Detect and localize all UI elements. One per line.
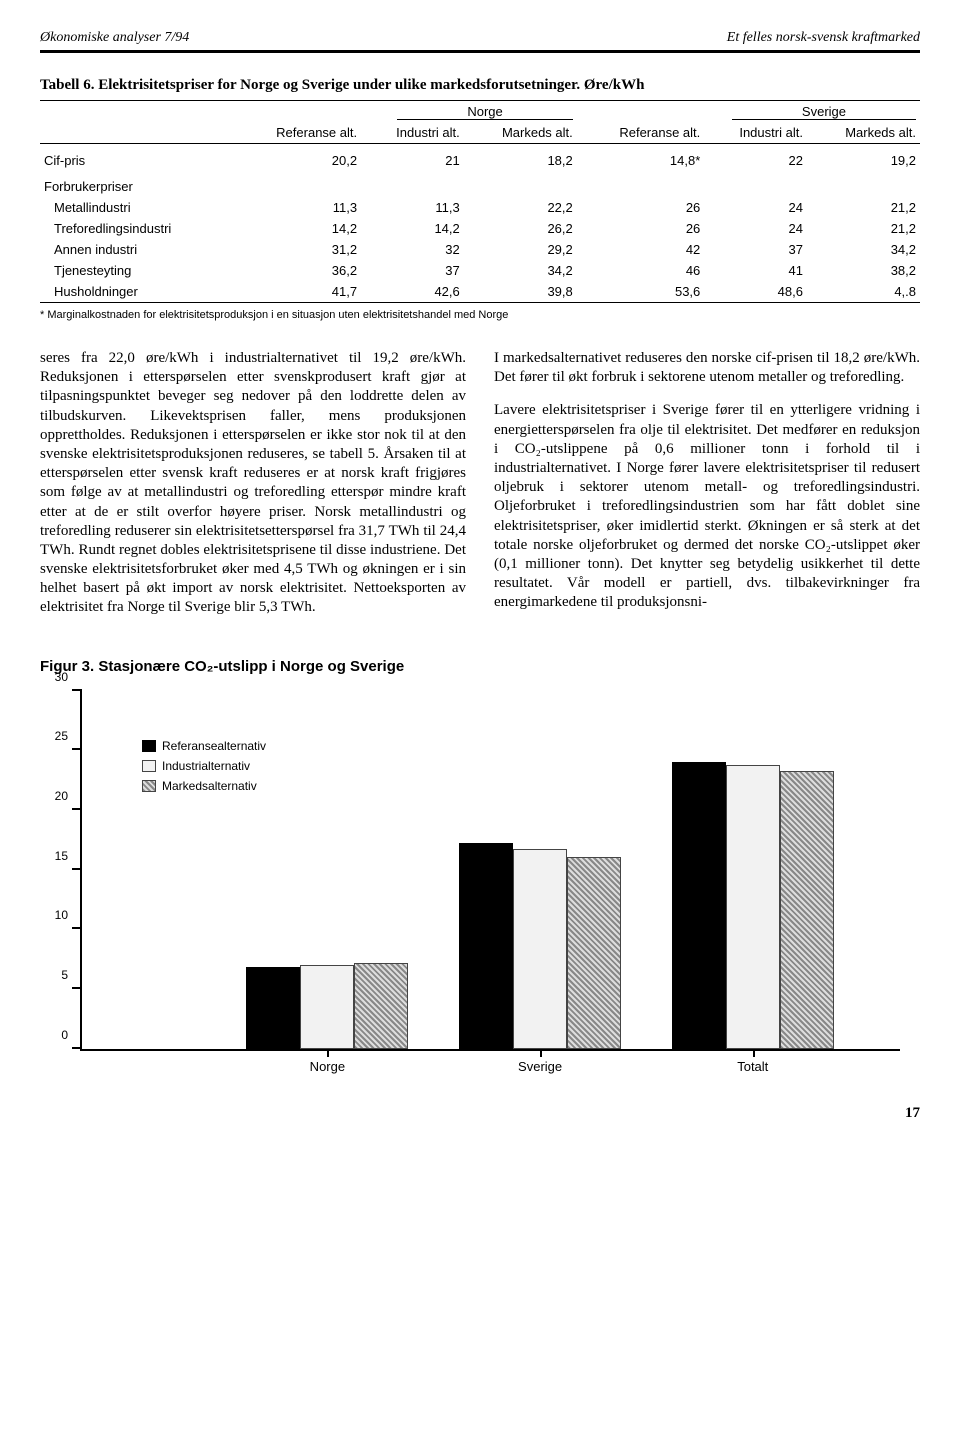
group-sverige: Sverige (732, 104, 916, 120)
bar (459, 843, 513, 1048)
figure-title: Figur 3. Stasjonære CO₂-utslipp i Norge … (40, 658, 920, 675)
header-rule (40, 50, 920, 53)
cell: 24 (704, 197, 807, 218)
bar (300, 965, 354, 1049)
y-axis-label: 15 (55, 849, 82, 863)
row-label: Treforedlingsindustri (40, 218, 234, 239)
bar (246, 967, 300, 1049)
cell: 32 (361, 239, 464, 260)
cell: 31,2 (234, 239, 362, 260)
cell: 36,2 (234, 260, 362, 281)
bar-group (459, 843, 621, 1048)
cell: 38,2 (807, 260, 920, 281)
cif-0: 20,2 (234, 150, 362, 171)
bar (780, 771, 834, 1048)
y-axis-label: 30 (55, 670, 82, 684)
legend: ReferansealternativIndustrialternativMar… (142, 739, 266, 799)
cell: 41 (704, 260, 807, 281)
row-label: Metallindustri (40, 197, 234, 218)
table-row: Tjenesteyting36,23734,2464138,2 (40, 260, 920, 281)
cell: 41,7 (234, 281, 362, 302)
x-axis-label: Norge (310, 1049, 345, 1074)
cif-row-label: Cif-pris (40, 150, 234, 171)
bar (672, 762, 726, 1049)
cell: 48,6 (704, 281, 807, 302)
row-label: Annen industri (40, 239, 234, 260)
y-axis-label: 25 (55, 729, 82, 743)
cell: 24 (704, 218, 807, 239)
cell: 4,.8 (807, 281, 920, 302)
cell: 14,2 (234, 218, 362, 239)
cell: 37 (361, 260, 464, 281)
table-6: Norge Sverige Referanse alt. Industri al… (40, 100, 920, 321)
row-label: Husholdninger (40, 281, 234, 302)
bar-group (672, 762, 834, 1049)
cif-5: 19,2 (807, 150, 920, 171)
table-title: Tabell 6. Elektrisitetspriser for Norge … (40, 77, 920, 94)
col-h-2: Markeds alt. (464, 122, 577, 144)
cell: 42 (577, 239, 705, 260)
table-row: Treforedlingsindustri14,214,226,2262421,… (40, 218, 920, 239)
cell: 37 (704, 239, 807, 260)
col-h-3: Referanse alt. (577, 122, 705, 144)
figure3-chart: 051015202530ReferansealternativIndustria… (40, 681, 920, 1055)
cell: 42,6 (361, 281, 464, 302)
cell: 39,8 (464, 281, 577, 302)
body-left-col: seres fra 22,0 øre/kWh i industrialterna… (40, 349, 466, 618)
cell: 14,2 (361, 218, 464, 239)
cell: 26,2 (464, 218, 577, 239)
cell: 22,2 (464, 197, 577, 218)
page-number: 17 (40, 1105, 920, 1122)
cell: 34,2 (464, 260, 577, 281)
cell: 26 (577, 197, 705, 218)
bar (354, 963, 408, 1048)
cell: 21,2 (807, 197, 920, 218)
cell: 46 (577, 260, 705, 281)
bar (513, 849, 567, 1048)
y-axis-label: 0 (61, 1028, 82, 1042)
table-row: Husholdninger41,742,639,853,648,64,.8 (40, 281, 920, 302)
cif-2: 18,2 (464, 150, 577, 171)
table-row: Annen industri31,23229,2423734,2 (40, 239, 920, 260)
row-label: Tjenesteyting (40, 260, 234, 281)
cif-3: 14,8* (577, 150, 705, 171)
group-norge: Norge (397, 104, 572, 120)
cif-1: 21 (361, 150, 464, 171)
y-axis-label: 10 (55, 908, 82, 922)
col-h-5: Markeds alt. (807, 122, 920, 144)
bar (726, 765, 780, 1048)
cell: 11,3 (361, 197, 464, 218)
x-axis-label: Sverige (518, 1049, 562, 1074)
x-axis-label: Totalt (737, 1049, 768, 1074)
table-row: Metallindustri11,311,322,2262421,2 (40, 197, 920, 218)
cell: 26 (577, 218, 705, 239)
cell: 34,2 (807, 239, 920, 260)
cell: 11,3 (234, 197, 362, 218)
body-right-col: I markedsalternativet reduseres den nors… (494, 349, 920, 618)
y-axis-label: 20 (55, 789, 82, 803)
col-h-1: Industri alt. (361, 122, 464, 144)
section2-label: Forbrukerpriser (40, 171, 920, 197)
cell: 53,6 (577, 281, 705, 302)
cell: 29,2 (464, 239, 577, 260)
y-axis-label: 5 (61, 968, 82, 982)
cif-4: 22 (704, 150, 807, 171)
bar-group (246, 963, 408, 1048)
header-left: Økonomiske analyser 7/94 (40, 30, 189, 46)
header-right: Et felles norsk-svensk kraftmarked (727, 30, 920, 46)
table-footnote: * Marginalkostnaden for elektrisitetspro… (40, 309, 920, 321)
col-h-4: Industri alt. (704, 122, 807, 144)
col-h-0: Referanse alt. (234, 122, 362, 144)
cell: 21,2 (807, 218, 920, 239)
bar (567, 857, 621, 1049)
